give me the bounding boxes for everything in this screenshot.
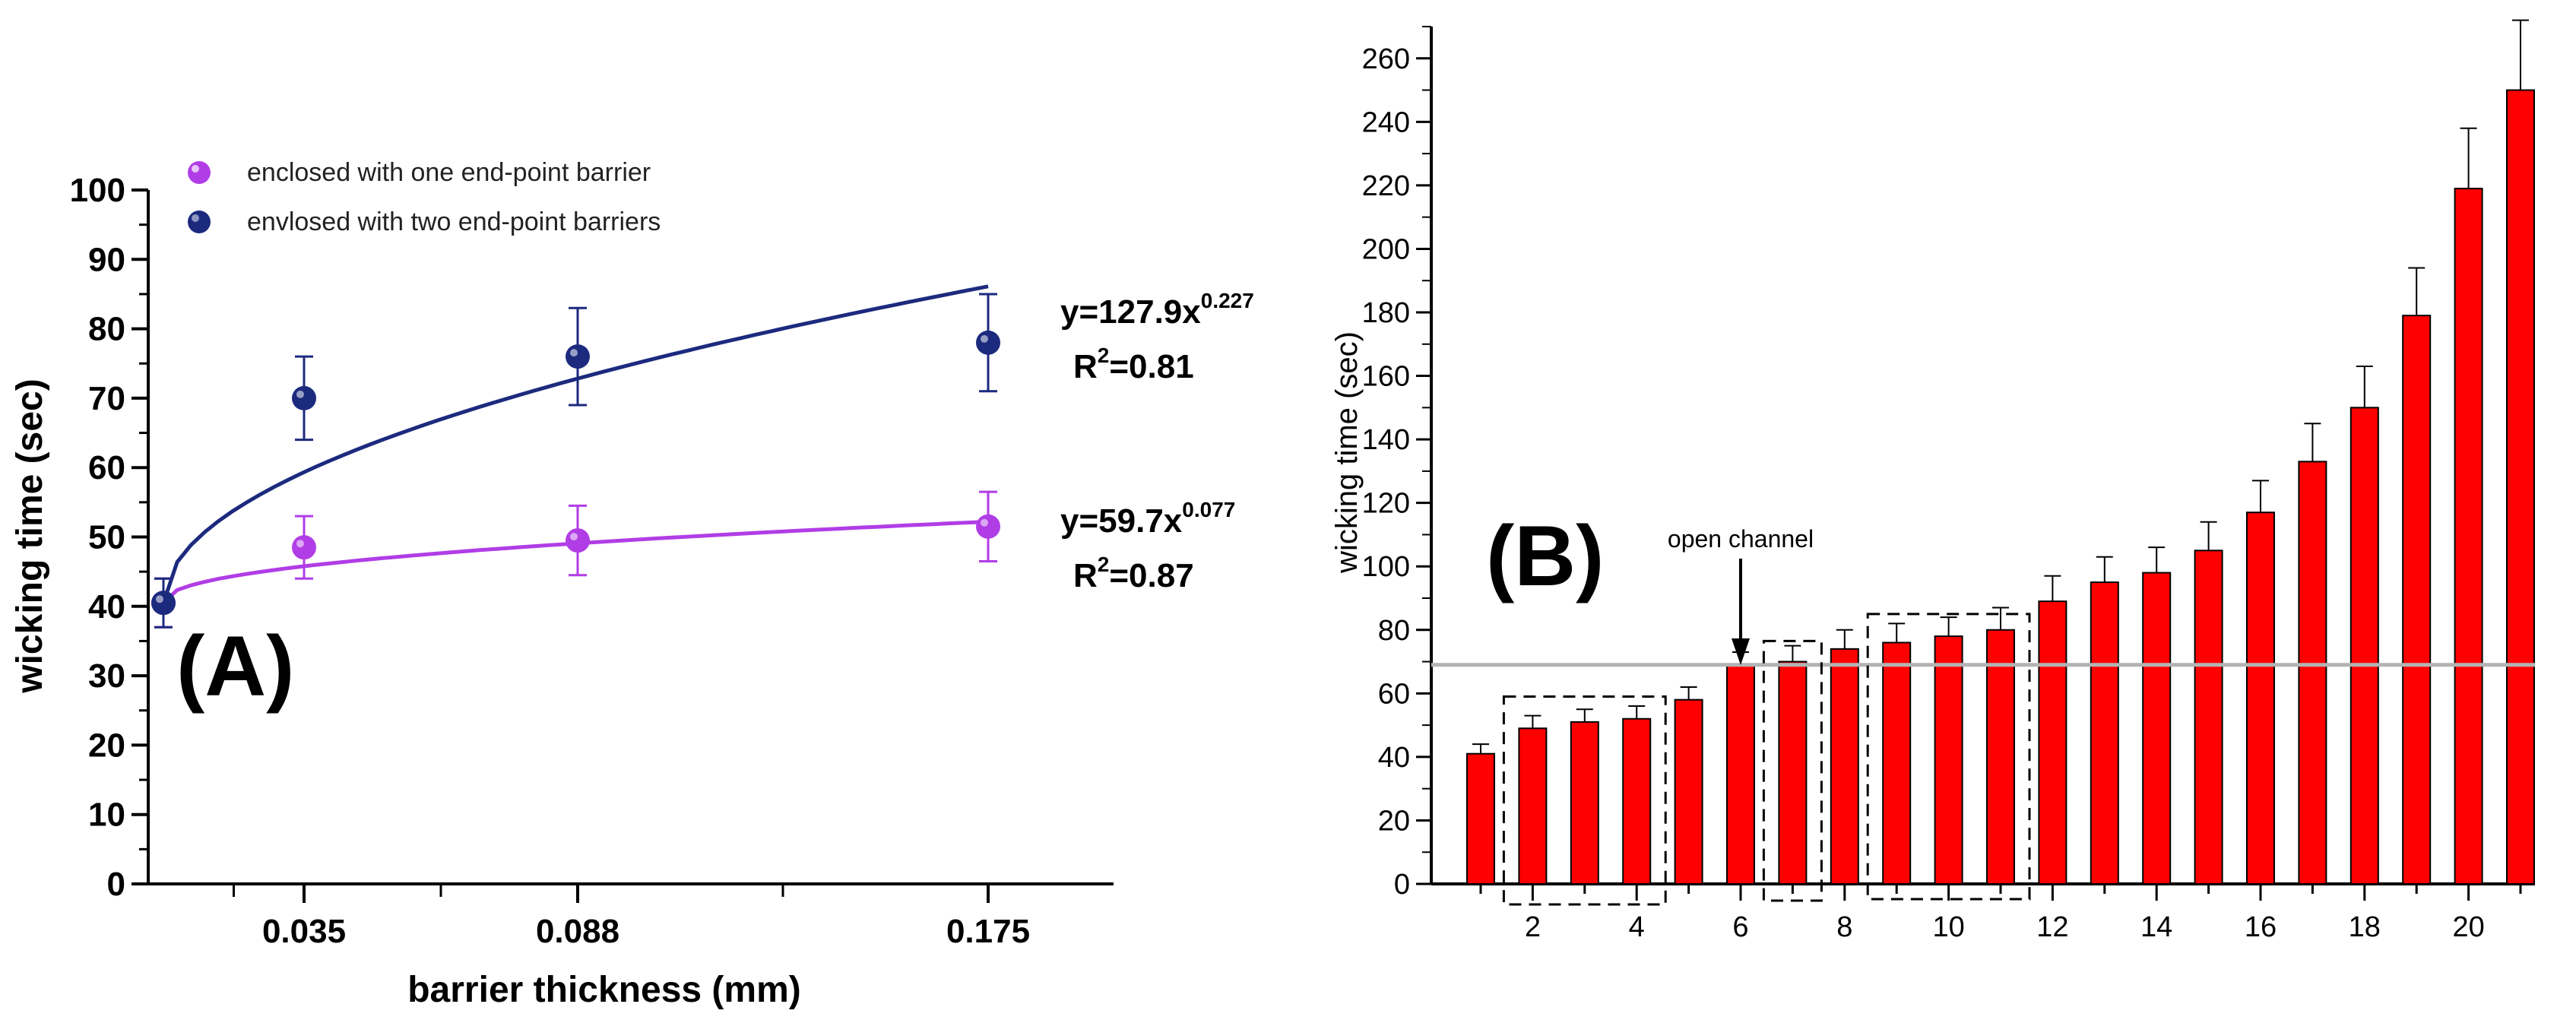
- bar: [2454, 188, 2483, 885]
- x-tick-label: 0.175: [946, 913, 1030, 950]
- y-tick-label: 200: [1362, 233, 1410, 265]
- y-tick-label: 260: [1362, 43, 1410, 75]
- y-tick-label: 0: [107, 866, 125, 903]
- bar: [1934, 635, 1963, 885]
- bar: [2349, 407, 2379, 885]
- x-tick-label: 20: [2452, 911, 2484, 943]
- data-point-highlight: [981, 334, 988, 343]
- bar: [1674, 698, 1703, 885]
- y-tick-label: 10: [88, 797, 125, 834]
- data-point-series-1: [292, 535, 316, 560]
- y-tick-label: 120: [1362, 488, 1410, 520]
- y-tick-label: 40: [1378, 742, 1410, 774]
- bar: [1986, 629, 2015, 885]
- y-tick-label: 40: [88, 588, 125, 626]
- data-point-series-1: [976, 514, 1000, 539]
- y-tick-label: 180: [1362, 297, 1410, 329]
- x-tick-label: 8: [1836, 911, 1852, 943]
- x-tick-label: 0.088: [536, 913, 619, 950]
- y-tick-label: 80: [1378, 615, 1410, 647]
- panel-a: 0 10 20 30 40 50 60 70 80 90 100 0.035 0.088 0.175 w…: [10, 158, 1254, 1010]
- data-point-highlight: [296, 540, 304, 548]
- bar: [1830, 648, 1859, 885]
- bar: [1726, 664, 1755, 885]
- open-channel-annotation: open channel: [1668, 525, 1814, 553]
- x-tick-label: 14: [2140, 911, 2172, 943]
- y-tick-label: 60: [88, 449, 125, 486]
- fit-r2-two-barriers: R2=0.81: [1073, 344, 1194, 385]
- bar: [2194, 550, 2223, 885]
- data-point-series-2: [151, 591, 176, 616]
- data-point-series-2: [292, 385, 316, 410]
- y-tick-label: 60: [1378, 678, 1410, 710]
- bar: [1466, 752, 1495, 885]
- panel-a-legend: enclosed with one end-point barrier envl…: [188, 158, 661, 236]
- y-tick-label: 100: [70, 172, 125, 209]
- fit-equation-one-barrier: y=59.7x0.077: [1060, 498, 1235, 540]
- y-tick-label: 50: [88, 519, 125, 556]
- bar: [2142, 572, 2172, 885]
- data-point-series-2: [566, 344, 590, 369]
- x-tick-label: 18: [2349, 911, 2381, 943]
- x-tick-label: 12: [2036, 911, 2068, 943]
- y-tick-label: 30: [88, 657, 125, 695]
- y-tick-label: 20: [1378, 805, 1410, 837]
- y-tick-label: 0: [1394, 869, 1410, 901]
- panel-a-y-axis-title: wicking time (sec): [10, 378, 50, 693]
- legend-label-two-barriers: envlosed with two end-point barriers: [247, 207, 661, 236]
- bar: [1622, 717, 1652, 885]
- panel-b: 0 20 40 60 80 100 120 140 160 180 200 220 240 260 2 4 6…: [1330, 19, 2535, 943]
- fit-curve-series-2: [161, 284, 989, 603]
- dashed-group-box: [1762, 639, 1823, 902]
- y-tick-label: 100: [1362, 551, 1410, 583]
- x-tick-label: 10: [1932, 911, 1964, 943]
- data-point-highlight: [570, 349, 578, 357]
- legend-label-one-barrier: enclosed with one end-point barrier: [247, 158, 651, 187]
- dashed-group-box: [1502, 695, 1667, 906]
- x-tick-label: 4: [1629, 911, 1645, 943]
- x-tick-label: 16: [2245, 911, 2277, 943]
- y-tick-label: 80: [88, 311, 125, 348]
- data-point-series-1: [566, 528, 590, 553]
- panel-b-label: (B): [1486, 508, 1604, 603]
- open-channel-arrowhead: [1732, 638, 1750, 665]
- panel-a-label: (A): [176, 619, 294, 714]
- y-tick-label: 70: [88, 380, 125, 417]
- y-tick-label: 240: [1362, 106, 1410, 138]
- data-point-highlight: [156, 595, 163, 603]
- legend-marker-two-barriers: [188, 211, 211, 233]
- legend-marker-one-barrier: [188, 161, 211, 184]
- bar: [2402, 315, 2432, 885]
- y-tick-label: 90: [88, 241, 125, 278]
- bar: [1882, 641, 1912, 885]
- panel-b-y-axis-title: wicking time (sec): [1330, 331, 1364, 574]
- y-tick-label: 220: [1362, 170, 1410, 202]
- bar: [2038, 600, 2067, 885]
- bar: [2506, 89, 2535, 885]
- fit-equation-two-barriers: y=127.9x0.227: [1060, 289, 1254, 331]
- bar: [2246, 512, 2275, 885]
- y-tick-label: 140: [1362, 424, 1410, 456]
- dashed-group-box: [1866, 613, 2031, 901]
- y-tick-label: 160: [1362, 361, 1410, 393]
- data-point-highlight: [570, 533, 578, 541]
- data-point-highlight: [981, 518, 988, 527]
- bar: [1518, 727, 1548, 885]
- x-tick-label: 2: [1525, 911, 1541, 943]
- data-point-highlight: [296, 390, 304, 398]
- fit-r2-one-barrier: R2=0.87: [1073, 553, 1194, 594]
- panel-a-x-axis-title: barrier thickness (mm): [407, 970, 801, 1010]
- data-point-series-2: [976, 330, 1000, 355]
- y-tick-label: 20: [88, 727, 125, 764]
- x-tick-label: 6: [1732, 911, 1748, 943]
- bar: [1570, 721, 1599, 885]
- bar: [2090, 581, 2119, 885]
- x-tick-label: 0.035: [262, 913, 346, 950]
- bar: [2298, 461, 2327, 885]
- bar: [1778, 660, 1808, 885]
